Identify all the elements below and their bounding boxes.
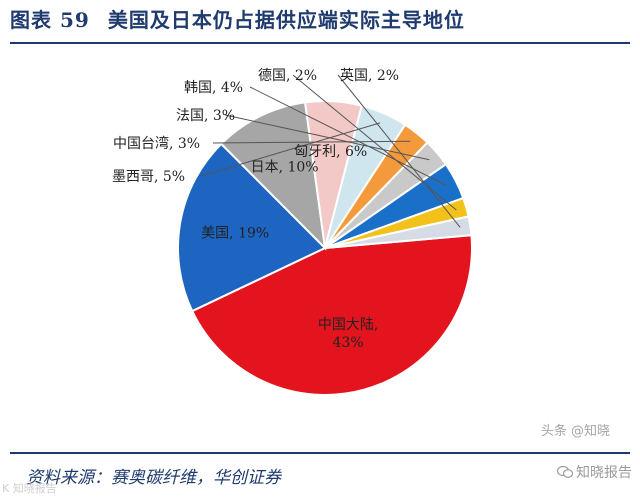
slice-label-10: 英国, 2% (340, 67, 399, 84)
pie-slice-10 (324, 215, 473, 249)
figure-number: 59 (60, 8, 90, 32)
figure-title-prefix: 图表 (10, 8, 52, 32)
figure-title: 图表 59 美国及日本仍占据供应端实际主导地位 (10, 4, 465, 33)
slice-label-5: 墨西哥, 5% (112, 169, 185, 185)
slice-label-3: 日本, 10% (251, 159, 319, 175)
watermark-ghost: 头条 @知晓 (540, 424, 610, 439)
pie-chart: 中国大陆, 43% 美国, 19% 日本, 10%匈牙利, 6% 墨西哥, 5% 中国台湾… (112, 67, 473, 396)
leader-lines (200, 74, 461, 228)
leader-line-9 (292, 74, 457, 211)
pie-slices (177, 99, 473, 396)
watermark-left: K 知晓报告 (2, 482, 57, 495)
slice-label-2: 美国, 19% (201, 225, 269, 241)
watermark-text: 知晓报告 (576, 465, 632, 481)
slice-label-9: 德国, 2% (258, 68, 317, 84)
leader-line-5 (200, 122, 381, 177)
title-rule (10, 42, 630, 44)
figure-title-text: 美国及日本仍占据供应端实际主导地位 (107, 8, 465, 32)
leader-line-7 (224, 114, 430, 161)
watermark: 知晓报告 (557, 462, 632, 482)
slice-label-7: 法国, 3% (176, 108, 235, 124)
slice-labels: 中国大陆, 43% 美国, 19% 日本, 10%匈牙利, 6% 墨西哥, 5% 中国台湾… (112, 67, 399, 351)
pie-slice-2 (177, 142, 327, 313)
leader-line-6 (212, 140, 411, 144)
leader-line-10 (337, 74, 461, 228)
slice-label-6: 中国台湾, 3% (113, 135, 200, 152)
slice-label-8: 韩国, 4% (184, 80, 243, 96)
pie-slice-3 (219, 101, 327, 251)
pie-slice-1 (190, 234, 473, 396)
slice-label-4: 匈牙利, 6% (294, 144, 367, 160)
bottom-rule (10, 452, 630, 454)
source-note: 资料来源：赛奥碳纤维，华创证券 (26, 468, 281, 488)
wechat-icon (557, 466, 573, 478)
slice-label-1: 中国大陆, 43% (318, 317, 378, 351)
